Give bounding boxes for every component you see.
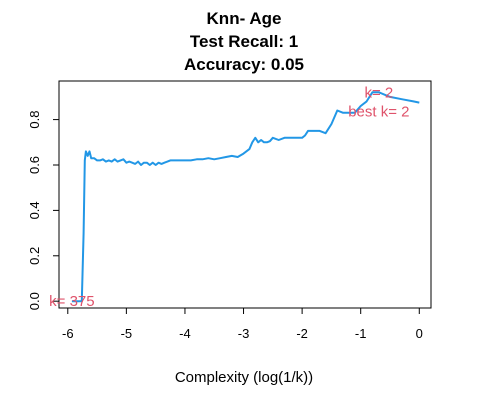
x-tick-label: 0 bbox=[416, 326, 423, 341]
y-tick-label: 0.4 bbox=[27, 201, 42, 219]
y-tick-label: 0.6 bbox=[27, 156, 42, 174]
y-tick-label: 0.0 bbox=[27, 292, 42, 310]
chart-title-line-2: Test Recall: 1 bbox=[190, 32, 298, 51]
annotation-label: k= 375 bbox=[49, 293, 94, 310]
y-tick-label: 0.2 bbox=[27, 247, 42, 265]
annotation-label: k= 2 bbox=[364, 84, 393, 101]
annotation-label: best k= 2 bbox=[348, 104, 409, 121]
x-tick-label: -2 bbox=[296, 326, 308, 341]
x-tick-label: -3 bbox=[238, 326, 250, 341]
x-tick-label: -5 bbox=[121, 326, 133, 341]
series-layer bbox=[71, 91, 420, 303]
annotation-layer: k= 2 best k= 2 k= 375 bbox=[49, 84, 409, 310]
x-tick-label: -1 bbox=[355, 326, 367, 341]
x-axis-label: Complexity (log(1/k)) bbox=[175, 369, 313, 386]
x-tick-label: -4 bbox=[179, 326, 191, 341]
chart-title-line-3: Accuracy: 0.05 bbox=[184, 55, 304, 74]
x-axis: -6 -5 -4 -3 -2 -1 0 bbox=[62, 307, 423, 341]
y-axis: 0.0 0.2 0.4 0.6 0.8 bbox=[27, 111, 60, 310]
x-tick-label: -6 bbox=[62, 326, 74, 341]
y-tick-label: 0.8 bbox=[27, 111, 42, 129]
series-line bbox=[71, 91, 420, 303]
chart-title-line-1: Knn- Age bbox=[207, 9, 282, 28]
